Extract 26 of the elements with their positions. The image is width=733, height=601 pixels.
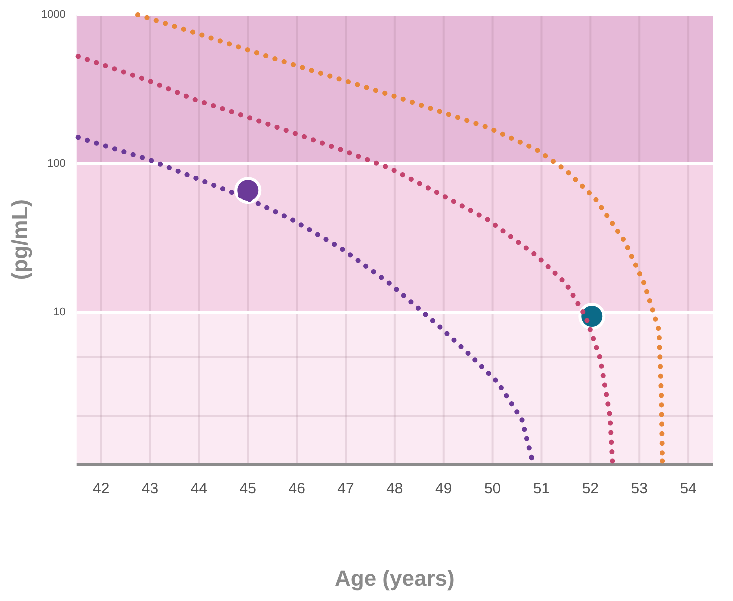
y-tick-label: 10 (54, 306, 66, 319)
point (76, 135, 81, 140)
point (234, 177, 262, 204)
x-tick-label: 45 (240, 480, 256, 498)
point (76, 54, 81, 60)
x-tick-label: 53 (631, 480, 648, 498)
x-tick-label: 47 (338, 480, 354, 498)
x-axis-title: Age (years) (335, 566, 455, 591)
x-tick-label: 42 (92, 480, 110, 498)
y-tick-label: 1000 (41, 9, 66, 22)
point (136, 12, 141, 18)
x-tick-label: 51 (533, 480, 550, 498)
point (578, 303, 606, 330)
y-tick-label: 100 (48, 158, 66, 170)
x-tick-label: 52 (582, 480, 600, 498)
x-tick-label: 50 (484, 480, 502, 498)
point (660, 458, 666, 464)
x-tick-label: 43 (142, 480, 159, 498)
point (529, 456, 534, 461)
point (610, 458, 616, 464)
x-tick-label: 49 (436, 480, 452, 498)
y-axis-title: (pg/mL) (7, 199, 32, 280)
x-tick-label: 44 (190, 480, 208, 498)
x-tick-label: 54 (680, 480, 697, 498)
x-tick-label: 46 (288, 480, 306, 498)
x-tick-label: 48 (386, 480, 404, 498)
